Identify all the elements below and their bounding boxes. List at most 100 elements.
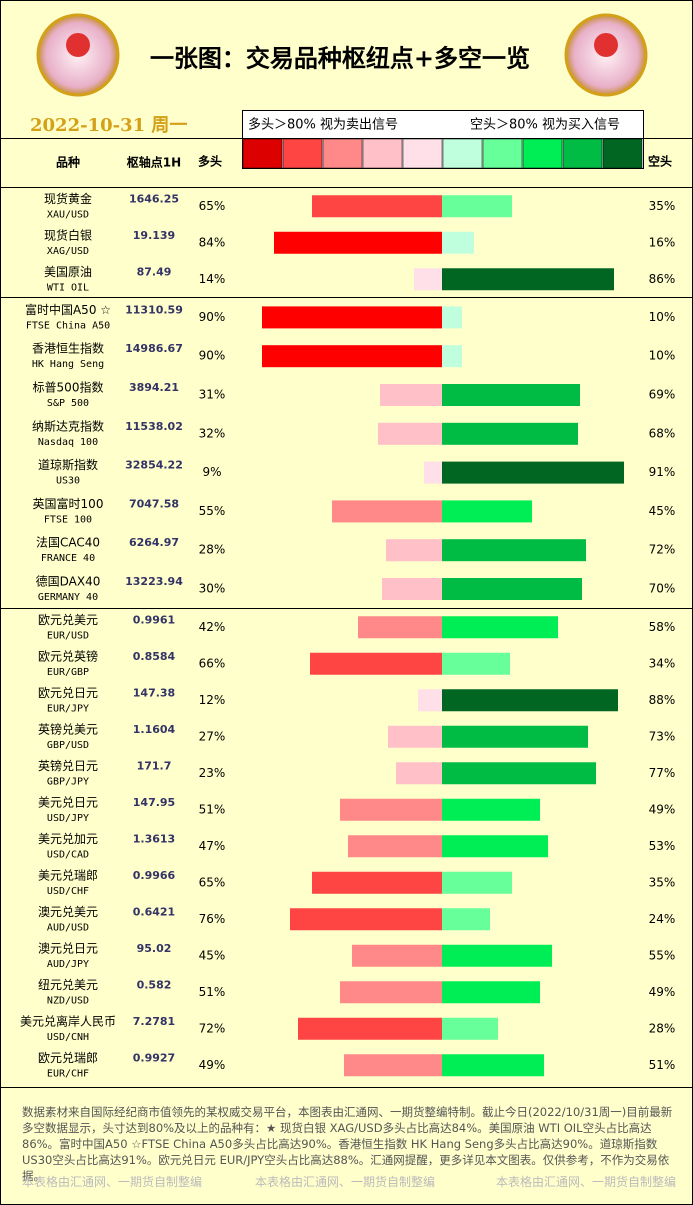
row-code: USD/CAD bbox=[47, 849, 89, 860]
row-code: EUR/JPY bbox=[47, 703, 89, 714]
pivot: 147.38 bbox=[133, 686, 175, 699]
pivot: 171.7 bbox=[137, 759, 172, 772]
short-bar bbox=[442, 384, 580, 406]
row-code: USD/JPY bbox=[47, 813, 89, 824]
row-code: FTSE 100 bbox=[44, 514, 92, 525]
row-code: EUR/GBP bbox=[47, 667, 89, 678]
long-label: 27% bbox=[199, 729, 226, 743]
short-bar bbox=[442, 539, 586, 562]
long-label: 42% bbox=[199, 620, 226, 634]
long-bar bbox=[312, 871, 442, 894]
header-name: 品种 bbox=[56, 155, 80, 170]
long-bar bbox=[298, 1017, 442, 1040]
row-name: 纳斯达克指数 bbox=[32, 418, 104, 433]
row-name: 美元兑离岸人民币 bbox=[20, 1013, 116, 1028]
legend-swatch bbox=[402, 138, 443, 169]
pivot: 0.9961 bbox=[133, 613, 175, 626]
long-label: 30% bbox=[199, 582, 226, 596]
long-bar bbox=[424, 461, 442, 484]
row-name: 道琼斯指数 bbox=[38, 457, 98, 472]
long-label: 76% bbox=[199, 912, 226, 926]
logo-flower bbox=[594, 33, 618, 57]
header-short: 空头 bbox=[648, 154, 672, 169]
row-code: XAU/USD bbox=[47, 209, 89, 220]
long-bar bbox=[348, 835, 442, 858]
row-name: 标普500指数 bbox=[33, 380, 104, 395]
row-name: 欧元兑日元 bbox=[38, 686, 98, 700]
long-label: 14% bbox=[199, 272, 226, 286]
row-name: 澳元兑日元 bbox=[38, 941, 98, 955]
long-label: 90% bbox=[199, 310, 226, 324]
pivot: 0.9966 bbox=[133, 869, 176, 882]
row-code: EUR/USD bbox=[47, 630, 89, 641]
short-label: 91% bbox=[649, 465, 676, 479]
long-bar bbox=[274, 231, 442, 254]
row-name: 美元兑加元 bbox=[38, 832, 98, 846]
row-name: 欧元兑英镑 bbox=[38, 648, 98, 663]
long-label: 65% bbox=[199, 875, 226, 889]
short-bar bbox=[442, 725, 588, 748]
long-label: 90% bbox=[199, 349, 226, 363]
short-bar bbox=[442, 422, 578, 445]
long-label: 23% bbox=[199, 766, 226, 780]
long-label: 45% bbox=[199, 948, 226, 962]
short-label: 68% bbox=[649, 426, 676, 440]
long-label: 28% bbox=[199, 543, 226, 557]
row-code: AUD/JPY bbox=[47, 959, 89, 970]
row-name: 德国DAX40 bbox=[36, 574, 101, 589]
short-label: 69% bbox=[649, 388, 676, 402]
short-bar bbox=[442, 1017, 498, 1040]
pivot: 1646.25 bbox=[129, 192, 179, 205]
short-label: 77% bbox=[649, 766, 676, 780]
long-bar bbox=[310, 652, 442, 675]
pivot: 1.3613 bbox=[133, 832, 175, 845]
short-label: 51% bbox=[649, 1058, 676, 1072]
pivot: 0.9927 bbox=[133, 1051, 175, 1064]
legend-swatch bbox=[602, 138, 643, 169]
short-label: 35% bbox=[649, 199, 676, 213]
row-code: AUD/USD bbox=[47, 922, 89, 933]
credit: 本表格由汇通网、一期货自制整编 bbox=[22, 1175, 203, 1189]
long-label: 51% bbox=[199, 985, 226, 999]
short-label: 49% bbox=[649, 985, 676, 999]
short-label: 10% bbox=[649, 310, 676, 324]
pivot: 0.6421 bbox=[133, 905, 175, 918]
row-code: GERMANY 40 bbox=[38, 592, 98, 603]
long-bar bbox=[378, 422, 442, 445]
legend-swatch bbox=[242, 138, 283, 169]
long-label: 65% bbox=[199, 199, 226, 213]
row-code: US30 bbox=[56, 476, 80, 487]
short-bar bbox=[442, 1054, 544, 1077]
legend-swatch bbox=[522, 138, 563, 169]
pivot: 11538.02 bbox=[125, 420, 183, 433]
legend-swatch bbox=[322, 138, 363, 169]
logo-flower bbox=[66, 33, 90, 57]
long-bar bbox=[340, 798, 442, 821]
long-label: 9% bbox=[202, 465, 221, 479]
row-code: S&P 500 bbox=[47, 398, 89, 409]
short-bar bbox=[442, 306, 462, 329]
row-name: 美元兑瑞郎 bbox=[38, 868, 98, 882]
short-label: 58% bbox=[649, 620, 676, 634]
row-name: 英镑兑美元 bbox=[38, 721, 98, 736]
long-label: 31% bbox=[199, 388, 226, 402]
pivot: 7.2781 bbox=[133, 1015, 175, 1028]
long-bar bbox=[332, 500, 442, 523]
long-label: 12% bbox=[199, 693, 226, 707]
pivot: 7047.58 bbox=[129, 497, 179, 510]
row-name: 香港恒生指数 bbox=[32, 341, 104, 356]
row-code: WTI OIL bbox=[47, 282, 89, 293]
short-bar bbox=[442, 908, 490, 931]
short-bar bbox=[442, 835, 548, 858]
short-bar bbox=[442, 616, 558, 639]
row-code: GBP/JPY bbox=[47, 776, 89, 787]
short-bar bbox=[442, 500, 532, 523]
legend-long: 多头＞80% 视为卖出信号 bbox=[248, 117, 398, 133]
short-bar bbox=[442, 268, 614, 291]
row-name: 欧元兑美元 bbox=[38, 613, 98, 627]
header-long: 多头 bbox=[198, 154, 222, 169]
short-label: 88% bbox=[649, 693, 676, 707]
row-code: Nasdaq 100 bbox=[38, 437, 98, 448]
long-label: 66% bbox=[199, 656, 226, 670]
